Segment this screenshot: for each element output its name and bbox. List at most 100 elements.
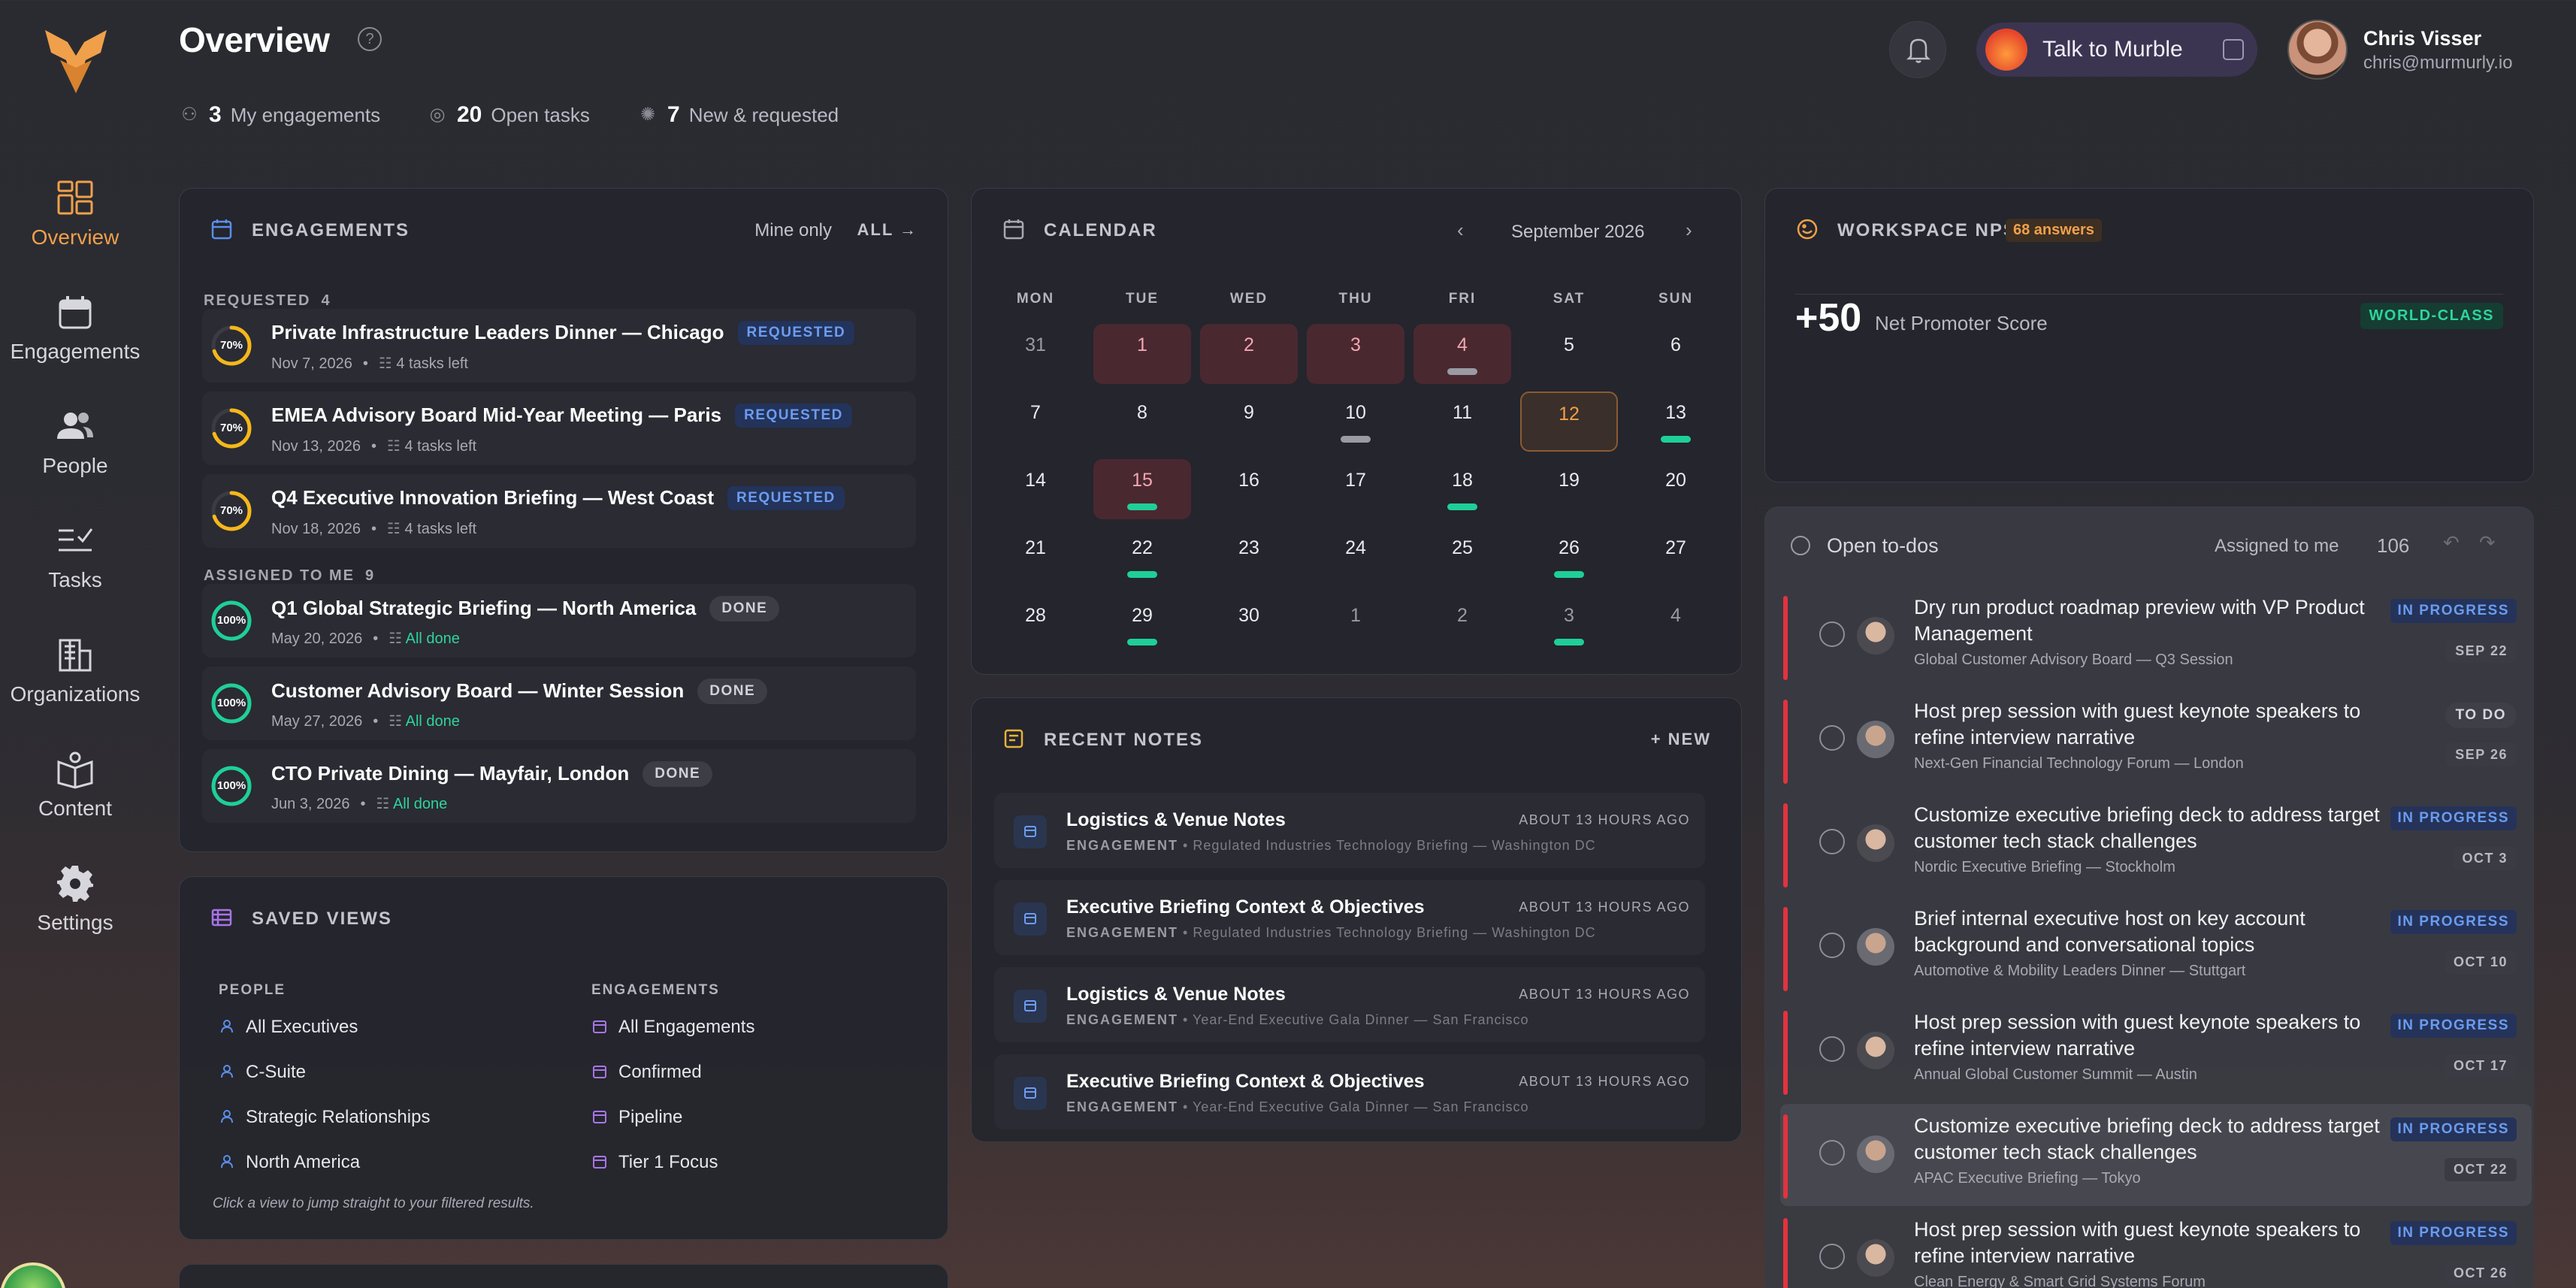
todo-checkbox[interactable] xyxy=(1819,725,1845,751)
calendar-day[interactable]: 21 xyxy=(987,527,1084,587)
saved-view-item[interactable]: Confirmed xyxy=(591,1062,702,1083)
calendar-day[interactable]: 14 xyxy=(987,459,1084,519)
todo-title: Customize executive briefing deck to add… xyxy=(1914,1114,2380,1163)
engagements-card: ENGAGEMENTS Mine only ALL → REQUESTED 4 7… xyxy=(179,188,948,852)
todo-checkbox[interactable] xyxy=(1819,1140,1845,1166)
saved-view-item[interactable]: All Engagements xyxy=(591,1017,754,1038)
todo-checkbox[interactable] xyxy=(1819,1036,1845,1062)
sidebar-item-overview[interactable]: Overview xyxy=(0,179,150,249)
user-avatar[interactable] xyxy=(2287,20,2348,80)
nps-rating-badge: WORLD-CLASS xyxy=(2360,303,2503,329)
prev-month-button[interactable]: ‹ xyxy=(1457,219,1464,241)
calendar-day[interactable]: 23 xyxy=(1200,527,1298,587)
calendar-day[interactable]: 20 xyxy=(1627,459,1725,519)
saved-view-item[interactable]: North America xyxy=(219,1152,360,1173)
calendar-day[interactable]: 9 xyxy=(1200,392,1298,452)
saved-view-item[interactable]: Tier 1 Focus xyxy=(591,1152,718,1173)
todo-checkbox[interactable] xyxy=(1819,1244,1845,1269)
sidebar-item-tasks[interactable]: Tasks xyxy=(0,522,150,592)
nps-card: WORKSPACE NPS 68 answers +50 Net Promote… xyxy=(1764,188,2534,482)
progress-percent: 100% xyxy=(216,697,246,709)
todo-row[interactable]: Customize executive briefing deck to add… xyxy=(1780,1104,2532,1206)
todo-row[interactable]: Customize executive briefing deck to add… xyxy=(1780,793,2532,895)
undo-icon[interactable]: ↶ xyxy=(2443,531,2460,554)
notifications-button[interactable] xyxy=(1889,21,1946,78)
calendar-day[interactable]: 18 xyxy=(1413,459,1511,519)
calendar-day[interactable]: 25 xyxy=(1413,527,1511,587)
weekday-label: THU xyxy=(1338,291,1373,307)
todo-row[interactable]: Brief internal executive host on key acc… xyxy=(1780,896,2532,999)
engagement-row[interactable]: 70% Private Infrastructure Leaders Dinner… xyxy=(202,309,916,382)
calendar-day[interactable]: 31 xyxy=(987,324,1084,384)
calendar-day[interactable]: 22 xyxy=(1093,527,1191,587)
saved-view-item[interactable]: All Executives xyxy=(219,1017,358,1038)
engagement-row[interactable]: 100% CTO Private Dining — Mayfair, London… xyxy=(202,749,916,823)
murmurly-logo[interactable] xyxy=(38,26,114,98)
calendar-day-today[interactable]: 12 xyxy=(1520,392,1618,452)
calendar-day[interactable]: 17 xyxy=(1307,459,1404,519)
engagement-row[interactable]: 70% EMEA Advisory Board Mid-Year Meeting … xyxy=(202,392,916,465)
help-icon[interactable]: ? xyxy=(358,27,382,51)
calendar-day[interactable]: 16 xyxy=(1200,459,1298,519)
sidebar-item-content[interactable]: Content xyxy=(0,750,150,821)
note-row[interactable]: Executive Briefing Context & Objectives A… xyxy=(994,1054,1705,1129)
calendar-day[interactable]: 1 xyxy=(1093,324,1191,384)
new-note-button[interactable]: + NEW xyxy=(1650,730,1711,748)
sidebar-item-organizations[interactable]: Organizations xyxy=(0,636,150,706)
todo-checkbox[interactable] xyxy=(1819,933,1845,958)
calendar-day[interactable]: 13 xyxy=(1627,392,1725,452)
engagement-row[interactable]: 100% Customer Advisory Board — Winter Ses… xyxy=(202,667,916,740)
calendar-day[interactable]: 8 xyxy=(1093,392,1191,452)
panel-toggle-icon[interactable] xyxy=(2223,39,2244,60)
calendar-day[interactable]: 19 xyxy=(1520,459,1618,519)
todo-row[interactable]: Host prep session with guest keynote spe… xyxy=(1780,1000,2532,1102)
calendar-day[interactable]: 1 xyxy=(1307,594,1404,655)
day-number: 26 xyxy=(1559,537,1580,558)
saved-view-item[interactable]: Pipeline xyxy=(591,1107,682,1128)
todos-filter[interactable]: Assigned to me xyxy=(2215,536,2339,556)
calendar-day[interactable]: 27 xyxy=(1627,527,1725,587)
todo-row[interactable]: Dry run product roadmap preview with VP … xyxy=(1780,585,2532,688)
mine-only-toggle[interactable]: Mine only xyxy=(754,220,832,240)
saved-view-item[interactable]: C-Suite xyxy=(219,1062,306,1083)
calendar-day[interactable]: 2 xyxy=(1413,594,1511,655)
engagement-row[interactable]: 100% Q1 Global Strategic Briefing — North… xyxy=(202,584,916,658)
engagement-row[interactable]: 70% Q4 Executive Innovation Briefing — We… xyxy=(202,474,916,548)
calendar-day[interactable]: 15 xyxy=(1093,459,1191,519)
calendar-day[interactable]: 6 xyxy=(1627,324,1725,384)
priority-indicator xyxy=(1783,803,1788,887)
todo-checkbox[interactable] xyxy=(1819,621,1845,647)
note-row[interactable]: Logistics & Venue Notes ABOUT 13 HOURS AG… xyxy=(994,793,1705,868)
next-month-button[interactable]: › xyxy=(1686,219,1692,241)
calendar-day[interactable]: 4 xyxy=(1627,594,1725,655)
redo-icon[interactable]: ↷ xyxy=(2479,531,2496,554)
stat-new-requested[interactable]: ✺ 7 New & requested xyxy=(637,102,839,128)
sidebar-item-engagements[interactable]: Engagements xyxy=(0,293,150,364)
calendar-day[interactable]: 3 xyxy=(1307,324,1404,384)
todo-row[interactable]: Host prep session with guest keynote spe… xyxy=(1780,689,2532,791)
calendar-day[interactable]: 2 xyxy=(1200,324,1298,384)
talk-to-murble-button[interactable]: Talk to Murble xyxy=(1976,23,2257,77)
calendar-day[interactable]: 29 xyxy=(1093,594,1191,655)
calendar-day[interactable]: 28 xyxy=(987,594,1084,655)
sidebar-item-people[interactable]: People xyxy=(0,407,150,478)
calendar-day[interactable]: 26 xyxy=(1520,527,1618,587)
calendar-day[interactable]: 24 xyxy=(1307,527,1404,587)
calendar-day[interactable]: 10 xyxy=(1307,392,1404,452)
stat-open-tasks[interactable]: ◎ 20 Open tasks xyxy=(427,102,590,128)
todo-checkbox[interactable] xyxy=(1819,829,1845,854)
all-engagements-link[interactable]: ALL → xyxy=(857,220,918,239)
card-title: SAVED VIEWS xyxy=(252,909,392,929)
calendar-day[interactable]: 5 xyxy=(1520,324,1618,384)
calendar-day[interactable]: 30 xyxy=(1200,594,1298,655)
stat-my-engagements[interactable]: ⚇ 3 My engagements xyxy=(179,102,380,128)
calendar-day[interactable]: 7 xyxy=(987,392,1084,452)
todo-row[interactable]: Host prep session with guest keynote spe… xyxy=(1780,1208,2532,1288)
saved-view-item[interactable]: Strategic Relationships xyxy=(219,1107,430,1128)
sidebar-item-settings[interactable]: Settings xyxy=(0,864,150,935)
calendar-day[interactable]: 3 xyxy=(1520,594,1618,655)
note-row[interactable]: Logistics & Venue Notes ABOUT 13 HOURS AG… xyxy=(994,967,1705,1042)
note-row[interactable]: Executive Briefing Context & Objectives A… xyxy=(994,880,1705,955)
calendar-day[interactable]: 4 xyxy=(1413,324,1511,384)
calendar-day[interactable]: 11 xyxy=(1413,392,1511,452)
